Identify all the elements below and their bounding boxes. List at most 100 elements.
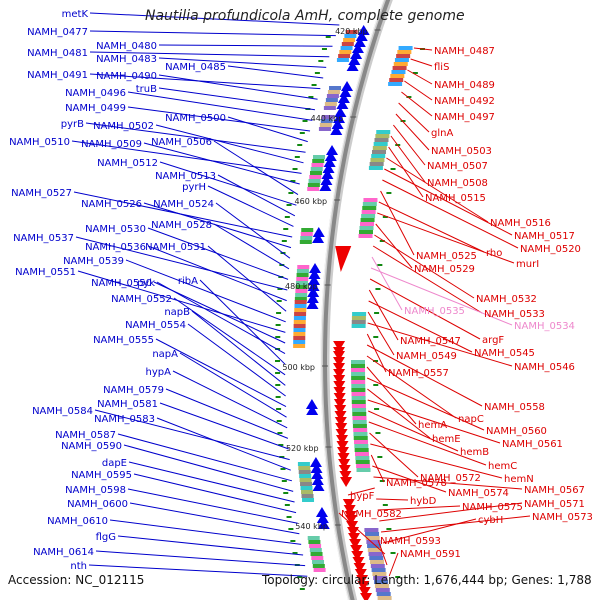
cog-block (372, 572, 387, 576)
left-leader-line (147, 227, 289, 280)
gene-marker (374, 408, 380, 410)
left-gene-label: nth (70, 561, 87, 572)
gene-marker (390, 552, 396, 554)
left-gene-label: NAMH_0490 (96, 71, 157, 82)
cog-block (320, 119, 333, 123)
gene-marker (284, 504, 290, 506)
reverse-gene-arrow (356, 575, 369, 585)
tick-label: 460 kbp (295, 197, 328, 206)
right-gene-label: NAMH_0575 (462, 502, 523, 513)
right-gene-label: NAMH_0558 (484, 402, 545, 413)
cog-block (312, 560, 325, 564)
cog-block (364, 528, 379, 532)
left-gene-label: NAMH_0554 (125, 320, 186, 331)
right-gene-label: NAMH_0578 (386, 478, 447, 489)
right-gene-label: NAMH_0517 (514, 231, 575, 242)
cog-block (301, 494, 314, 498)
right-gene-label: NAMH_0574 (448, 488, 509, 499)
left-gene-label: napB (164, 307, 190, 318)
cog-block (359, 226, 374, 230)
cog-block (340, 46, 353, 50)
right-leader-line (376, 498, 409, 501)
left-gene-label: hypA (146, 367, 172, 378)
right-leader-line (380, 190, 415, 256)
cog-block (351, 396, 366, 400)
right-leader-line (390, 135, 426, 183)
right-gene-label: NAMH_0520 (520, 244, 581, 255)
left-gene-label: NAMH_0536 (85, 242, 146, 253)
left-gene-label: NAMH_0506 (151, 137, 212, 148)
forward-gene-arrow (331, 119, 344, 129)
cog-block (351, 372, 366, 376)
cog-block (368, 166, 383, 170)
cog-block (295, 293, 308, 297)
cog-block (307, 187, 320, 191)
reverse-gene-arrow (333, 393, 346, 403)
cog-block (311, 163, 324, 167)
right-leader-line (407, 69, 433, 85)
forward-gene-arrow (309, 263, 321, 273)
right-leader-line (382, 179, 519, 249)
gene-marker (275, 396, 281, 398)
right-gene-label: NAMH_0549 (396, 351, 457, 362)
cog-block (300, 486, 313, 490)
reverse-gene-arrow (354, 569, 367, 579)
cog-block (313, 568, 326, 572)
reverse-gene-arrow (333, 357, 346, 367)
cog-block (360, 218, 375, 222)
gene-marker (275, 384, 281, 386)
forward-gene-arrow (308, 275, 321, 285)
right-gene-label: hybD (410, 496, 437, 507)
right-gene-label: NAMH_0561 (502, 439, 563, 450)
cog-block (394, 58, 409, 62)
left-leader-line (75, 236, 288, 291)
right-leader-line (398, 102, 430, 133)
left-leader-line (127, 488, 298, 524)
cog-block (361, 214, 376, 218)
right-gene-label: glnA (431, 128, 453, 139)
right-leader-line (377, 539, 388, 566)
cog-block (370, 158, 385, 162)
forward-gene-arrow (306, 299, 319, 309)
cog-block (355, 460, 370, 464)
cog-block (312, 159, 325, 163)
right-leader-line (410, 58, 433, 67)
right-gene-label: cybH (478, 515, 503, 526)
right-gene-label: NAMH_0571 (524, 499, 585, 510)
cog-block (355, 452, 369, 456)
right-leader-line (368, 289, 399, 341)
reverse-gene-arrow (333, 341, 346, 351)
right-gene-label: NAMH_0572 (420, 473, 481, 484)
cog-block (371, 568, 386, 572)
left-leader-line (109, 519, 302, 545)
cog-block (329, 86, 342, 90)
cog-block (363, 198, 378, 202)
cog-block (295, 289, 308, 293)
cog-block (339, 50, 352, 54)
map-title: Nautilia profundicola AmH, complete geno… (145, 8, 465, 24)
left-leader-line (158, 44, 333, 47)
gene-marker (308, 96, 314, 98)
reverse-gene-arrow (351, 551, 364, 561)
right-leader-line (367, 388, 431, 439)
forward-gene-arrow (305, 399, 318, 409)
gene-marker (377, 264, 383, 266)
cog-block (354, 448, 369, 452)
left-leader-line (227, 116, 308, 143)
cog-block (351, 360, 365, 364)
right-leader-line (368, 300, 473, 353)
cog-block (310, 167, 323, 171)
right-leader-line (378, 201, 485, 253)
cog-block (301, 490, 314, 494)
gene-marker (278, 444, 284, 446)
left-gene-label: NAMH_0531 (145, 242, 206, 253)
reverse-gene-arrow (352, 557, 365, 567)
gene-marker (275, 336, 281, 338)
right-leader-line (392, 124, 426, 166)
cog-block (356, 468, 371, 472)
gene-marker (379, 240, 385, 242)
cog-block (309, 175, 322, 179)
cog-block (361, 210, 376, 214)
cog-block (345, 30, 358, 34)
left-leader-line (147, 245, 287, 302)
